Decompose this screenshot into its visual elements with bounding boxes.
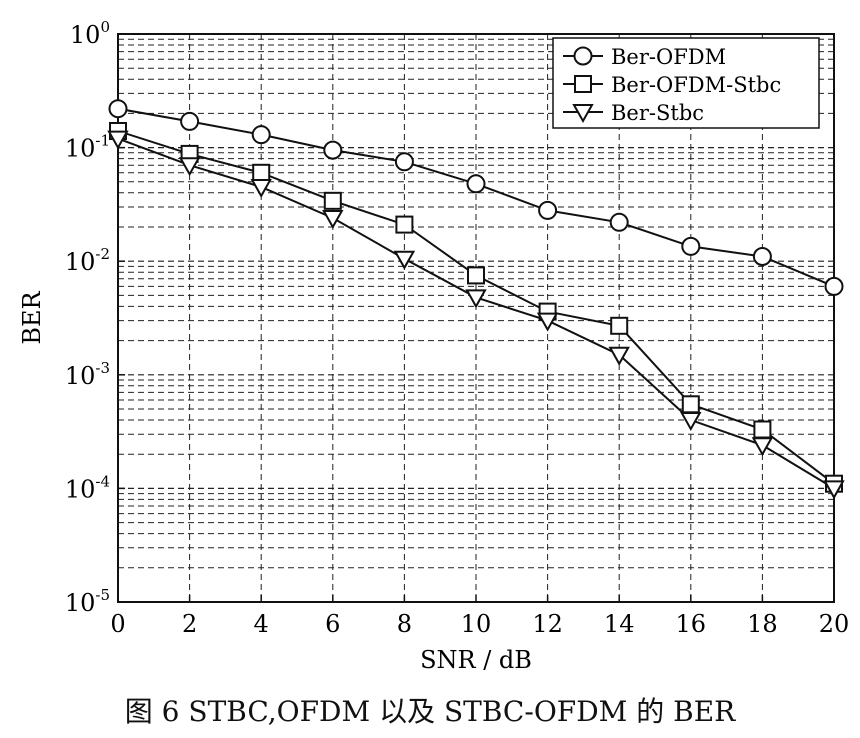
data-point (394, 152, 414, 172)
legend: Ber-OFDM Ber-OFDM-Stbc Ber-Stbc (552, 37, 820, 129)
data-point (751, 437, 774, 457)
x-tick-label: 8 (397, 610, 412, 638)
data-point (680, 412, 702, 432)
y-axis-label: BER (18, 290, 46, 344)
data-point (681, 395, 700, 414)
legend-marker (574, 75, 592, 93)
data-point (323, 140, 343, 160)
y-tick-label: 10-3 (65, 359, 110, 390)
data-point (752, 246, 772, 266)
x-tick-label: 10 (461, 610, 492, 638)
series-3 (107, 130, 845, 500)
legend-item: Ber-Stbc (563, 101, 704, 125)
data-point (393, 250, 416, 270)
y-tick-label: 10-5 (65, 586, 110, 617)
y-tick-label: 10-1 (65, 132, 110, 163)
y-tick-label: 10-4 (65, 472, 110, 503)
data-point (180, 111, 200, 131)
legend-label: Ber-OFDM (611, 45, 726, 69)
data-point (322, 210, 344, 230)
data-point (107, 130, 129, 150)
data-point (467, 266, 485, 285)
data-point (609, 212, 629, 232)
x-axis-ticks: 0 2 4 6 8 10 12 14 16 18 20 (110, 595, 849, 638)
y-tick-label: 100 (70, 18, 110, 49)
series-1 (108, 99, 844, 296)
data-point (178, 157, 201, 177)
x-tick-label: 6 (325, 610, 340, 638)
figure-caption: 图 6 STBC,OFDM 以及 STBC-OFDM 的 BER (124, 695, 736, 728)
data-point (608, 346, 630, 366)
data-point (252, 163, 271, 182)
data-point (681, 236, 701, 256)
legend-marker (572, 104, 594, 124)
x-tick-label: 18 (747, 610, 778, 638)
data-point (538, 200, 558, 220)
data-point (823, 480, 845, 500)
data-point (466, 174, 486, 194)
x-tick-label: 0 (110, 610, 125, 638)
data-point (395, 215, 414, 234)
data-point (753, 420, 772, 439)
legend-marker (573, 46, 593, 66)
legend-label: Ber-OFDM-Stbc (611, 73, 781, 97)
x-axis-label: SNR / dB (420, 646, 532, 674)
y-tick-label: 10-2 (65, 245, 110, 276)
x-tick-label: 2 (182, 610, 197, 638)
data-point (824, 276, 844, 296)
data-point (251, 125, 271, 145)
legend-item: Ber-OFDM (563, 45, 726, 69)
y-axis-ticks: 100 10-1 10-2 10-3 10-4 10-5 (65, 18, 125, 617)
series-layer (107, 99, 845, 500)
data-point (323, 191, 342, 210)
data-point (610, 316, 629, 335)
legend-item: Ber-OFDM-Stbc (563, 73, 781, 97)
data-point (250, 178, 272, 199)
legend-label: Ber-Stbc (611, 101, 704, 125)
x-tick-label: 16 (676, 610, 707, 638)
data-point (465, 289, 487, 309)
data-point (536, 312, 559, 332)
x-tick-label: 12 (532, 610, 563, 638)
data-point (108, 99, 128, 119)
x-tick-label: 4 (254, 610, 269, 638)
x-tick-label: 20 (819, 610, 850, 638)
x-tick-label: 14 (604, 610, 635, 638)
